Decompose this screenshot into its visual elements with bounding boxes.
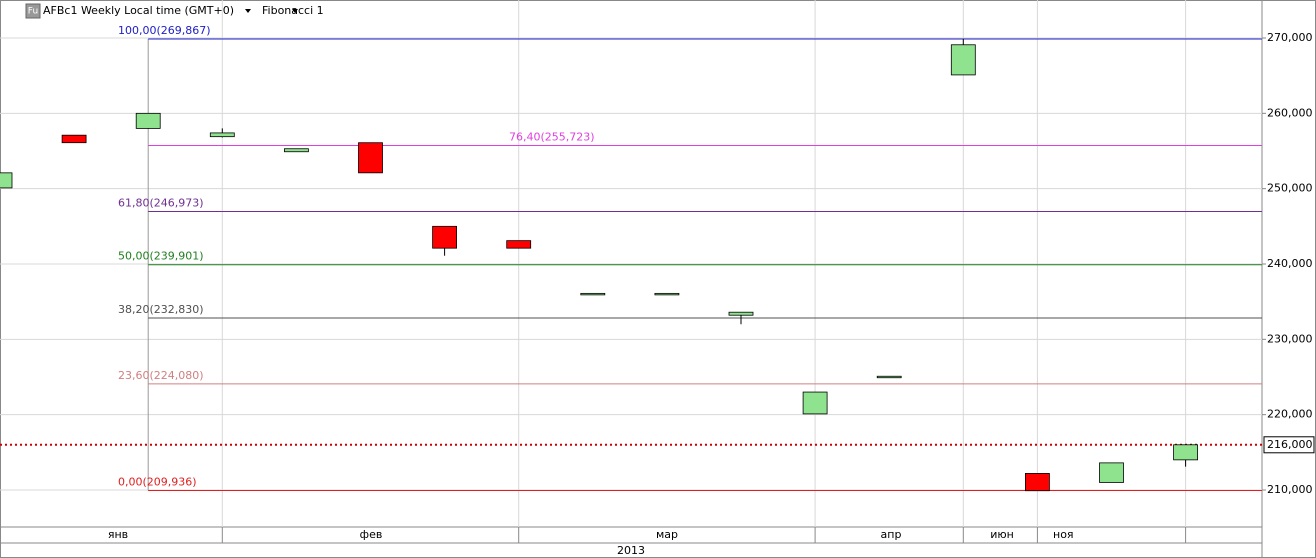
- candle-body: [432, 225, 458, 249]
- plot: [0, 38, 1262, 492]
- study[interactable]: Fibonacci 1: [262, 4, 324, 17]
- y-tick-label: 230,000: [1267, 332, 1313, 345]
- candle-body: [61, 134, 87, 144]
- candle-body: [1099, 462, 1124, 483]
- dropdown-arrow[interactable]: [245, 9, 251, 13]
- icon: [25, 3, 41, 19]
- candle-body: [209, 132, 235, 138]
- last-price-box: [1263, 436, 1315, 454]
- x-tick-label: янв: [108, 528, 128, 541]
- fib-label: 23,60(224,080): [118, 369, 204, 382]
- y-tick-label: 260,000: [1267, 106, 1313, 119]
- candle-body: [0, 172, 13, 189]
- x-tick-label: мар: [656, 528, 678, 541]
- candle-body: [950, 44, 976, 76]
- candle-body: [1173, 444, 1198, 461]
- candle-body: [654, 292, 680, 296]
- candle-body: [1025, 473, 1050, 492]
- grid: [0, 0, 1262, 527]
- candle-body: [135, 112, 161, 129]
- dropdown-arrow[interactable]: [292, 9, 298, 13]
- y-tick-label: 250,000: [1267, 182, 1313, 195]
- icon-text: Fu: [28, 7, 38, 17]
- fib-label: 76,40(255,723): [509, 131, 595, 144]
- x-tick-label: ноя: [1053, 528, 1074, 541]
- symbol[interactable]: AFBc1 Weekly Local time (GMT+0): [43, 4, 234, 17]
- candle-body: [876, 375, 902, 379]
- x-tick-label: апр: [881, 528, 902, 541]
- candle-body: [728, 311, 754, 316]
- fib-label: 100,00(269,867): [118, 24, 211, 37]
- y-tick-label: 220,000: [1267, 408, 1313, 421]
- candle-body: [506, 240, 532, 249]
- fib-label: 61,80(246,973): [118, 196, 204, 209]
- x-tick-label: июн: [990, 528, 1014, 541]
- last-price-label: 216,000: [1267, 438, 1313, 451]
- year-label: 2013: [617, 544, 645, 557]
- candle-body: [580, 292, 606, 296]
- candle-body: [283, 148, 309, 153]
- fib-label: 0,00(209,936): [118, 475, 197, 488]
- y-tick-label: 210,000: [1267, 483, 1313, 496]
- candle-body: [358, 142, 383, 174]
- fib-label: 38,20(232,830): [118, 303, 204, 316]
- y-tick-label: 270,000: [1267, 31, 1313, 44]
- fib-label: 50,00(239,901): [118, 250, 204, 263]
- candle-body: [802, 391, 828, 415]
- x-tick-label: фев: [360, 528, 383, 541]
- y-tick-label: 240,000: [1267, 257, 1313, 270]
